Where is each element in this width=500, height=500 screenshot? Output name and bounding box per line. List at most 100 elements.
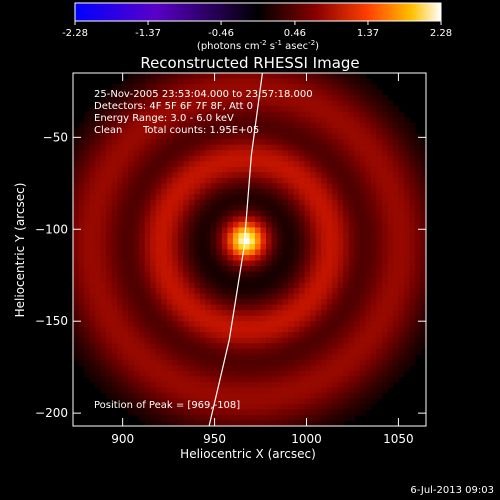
heatmap-cell <box>133 155 140 162</box>
heatmap-cell <box>332 387 339 394</box>
heatmap-cell <box>183 332 190 339</box>
heatmap-cell <box>299 161 306 168</box>
heatmap-cell <box>139 177 146 184</box>
heatmap-cell <box>183 403 190 411</box>
heatmap-cell <box>155 216 162 223</box>
heatmap-cell <box>150 161 157 168</box>
heatmap-cell <box>232 326 240 333</box>
heatmap-cell <box>337 365 344 372</box>
heatmap-cell <box>78 188 85 195</box>
heatmap-cell <box>117 376 124 383</box>
heatmap-cell <box>205 227 212 234</box>
heatmap-cell <box>73 227 80 234</box>
heatmap-cell <box>78 150 85 157</box>
heatmap-cell <box>365 161 372 168</box>
heatmap-cell <box>243 122 251 129</box>
heatmap-cell <box>188 337 195 344</box>
heatmap-cell <box>144 172 151 179</box>
heatmap-cell <box>232 155 240 162</box>
heatmap-cell <box>315 370 322 377</box>
heatmap-cell <box>376 122 383 129</box>
heatmap-cell <box>293 172 300 179</box>
heatmap-cell <box>370 183 377 190</box>
heatmap-cell <box>354 266 361 273</box>
heatmap-cell <box>238 216 245 223</box>
heatmap-cell <box>95 359 102 366</box>
heatmap-cell <box>205 177 212 184</box>
heatmap-cell <box>403 155 411 162</box>
heatmap-cell <box>221 282 229 289</box>
heatmap-cell <box>304 288 311 295</box>
heatmap-cell <box>150 243 157 251</box>
heatmap-cell <box>310 73 317 80</box>
heatmap-cell <box>216 420 223 426</box>
heatmap-cell <box>409 337 416 344</box>
heatmap-cell <box>348 266 355 273</box>
heatmap-cell <box>216 78 223 85</box>
heatmap-cell <box>216 387 223 394</box>
heatmap-cell <box>337 403 344 411</box>
heatmap-cell <box>73 166 80 173</box>
heatmap-cell <box>155 381 162 388</box>
heatmap-cell <box>89 249 96 256</box>
heatmap-cell <box>161 381 168 388</box>
heatmap-cell <box>183 288 190 295</box>
heatmap-cell <box>282 144 289 151</box>
heatmap-cell <box>337 354 344 361</box>
heatmap-cell <box>409 166 416 173</box>
heatmap-cell <box>133 403 140 411</box>
heatmap-cell <box>155 354 162 361</box>
heatmap-cell <box>122 133 129 140</box>
heatmap-cell <box>95 370 102 377</box>
heatmap-cell <box>166 420 173 426</box>
heatmap-cell <box>205 277 212 284</box>
heatmap-cell <box>150 387 157 394</box>
heatmap-cell <box>183 188 190 195</box>
heatmap-cell <box>315 420 322 426</box>
heatmap-cell <box>392 194 400 201</box>
heatmap-cell <box>343 166 350 173</box>
heatmap-cell <box>84 122 91 129</box>
annotation-block: 25-Nov-2005 23:53:04.000 to 23:57:18.000… <box>94 89 313 411</box>
heatmap-cell <box>122 343 129 350</box>
heatmap-cell <box>139 194 146 201</box>
heatmap-cell <box>100 177 107 184</box>
heatmap-cell <box>370 106 377 113</box>
heatmap-cell <box>111 365 118 372</box>
y-tick-label: −200 <box>35 406 68 420</box>
heatmap-cell <box>381 304 388 311</box>
heatmap-cell <box>304 172 311 179</box>
heatmap-cell <box>249 398 256 405</box>
heatmap-cell <box>359 89 366 96</box>
heatmap-cell <box>304 89 311 96</box>
heatmap-cell <box>326 227 333 234</box>
heatmap-cell <box>155 111 162 118</box>
heatmap-cell <box>376 95 383 102</box>
heatmap-cell <box>409 282 416 289</box>
heatmap-cell <box>78 205 85 212</box>
heatmap-cell <box>343 194 350 201</box>
heatmap-cell <box>210 282 218 289</box>
heatmap-cell <box>277 332 284 339</box>
heatmap-cell <box>387 326 394 333</box>
heatmap-cell <box>166 122 173 129</box>
heatmap-cell <box>288 128 295 135</box>
heatmap-cell <box>128 310 135 317</box>
heatmap-cell <box>249 343 256 350</box>
heatmap-cell <box>133 84 140 91</box>
heatmap-cell <box>381 288 388 295</box>
heatmap-cell <box>161 155 168 162</box>
heatmap-cell <box>381 232 388 240</box>
heatmap-cell <box>117 139 124 146</box>
heatmap-cell <box>100 111 107 118</box>
heatmap-cell <box>227 177 234 184</box>
heatmap-cell <box>243 255 251 262</box>
heatmap-cell <box>117 89 124 96</box>
heatmap-cell <box>111 221 118 229</box>
heatmap-cell <box>205 128 212 135</box>
heatmap-cell <box>183 232 190 240</box>
heatmap-cell <box>100 100 107 107</box>
heatmap-cell <box>392 166 400 173</box>
heatmap-cell <box>84 155 91 162</box>
heatmap-cell <box>188 89 195 96</box>
